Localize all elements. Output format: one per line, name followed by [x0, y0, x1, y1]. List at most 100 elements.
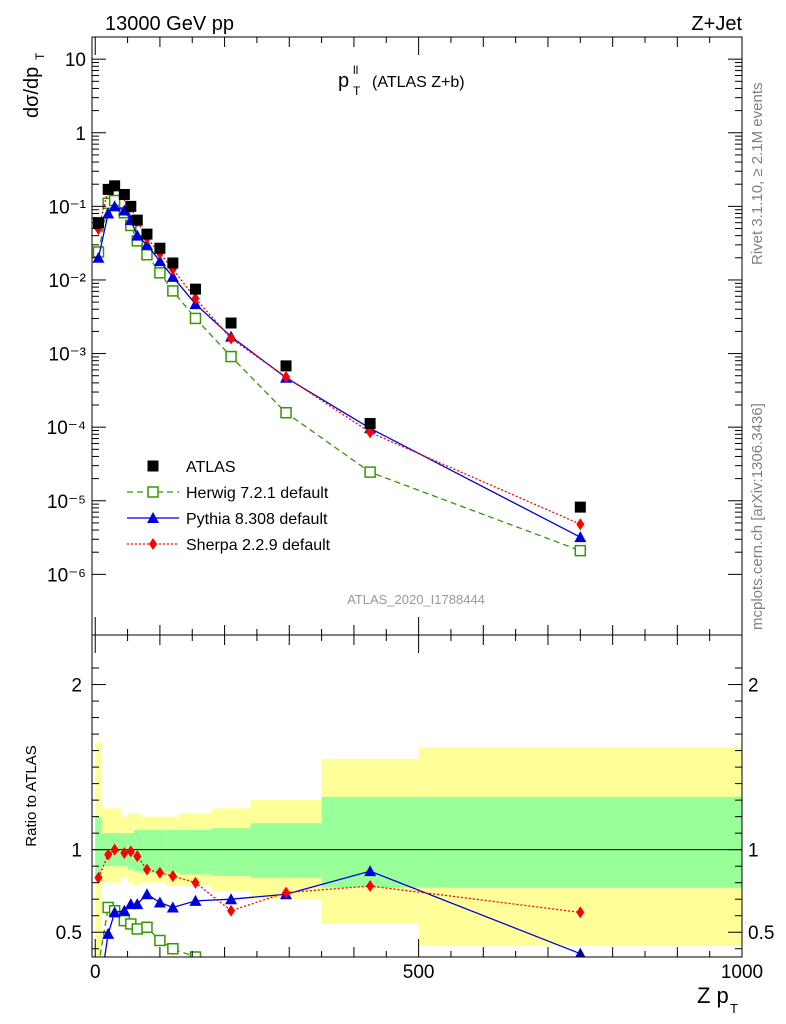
main-point-atlas-11 — [280, 360, 292, 372]
ratio-point-pythia-8 — [166, 901, 179, 913]
ratio-point-sherpa-8 — [168, 870, 177, 883]
ratio-point-herwig-6 — [141, 921, 153, 934]
main-point-atlas-10 — [225, 317, 237, 329]
main-point-atlas-2 — [109, 180, 121, 192]
ratio-point-pythia-9 — [189, 894, 202, 906]
ratio-point-sherpa-6 — [142, 863, 151, 876]
main-point-atlas-13 — [574, 501, 586, 513]
header-left: 13000 GeV pp — [105, 13, 234, 35]
legend-label-sherpa: Sherpa 2.2.9 default — [186, 537, 331, 554]
main-ytick-label-0: 10 — [65, 50, 86, 71]
legend-marker-herwig — [147, 486, 159, 498]
frame-ratio — [91, 634, 743, 958]
main-line-sherpa — [97, 185, 581, 525]
main-point-herwig-10 — [225, 350, 237, 363]
ratio-point-sherpa-0 — [94, 871, 103, 884]
main-point-atlas-6 — [141, 228, 153, 240]
plot-title-sub: T — [353, 84, 361, 98]
main-point-sherpa-9 — [191, 292, 200, 305]
band-inner-11 — [250, 823, 322, 878]
ratio-point-herwig-5 — [131, 923, 144, 935]
main-point-atlas-12 — [364, 418, 376, 430]
main-point-atlas-9 — [189, 283, 201, 295]
main-line-herwig — [97, 199, 581, 552]
main-point-atlas-8 — [167, 257, 179, 269]
xlabel: Z p T — [697, 983, 738, 1016]
main-ytick-label-3: 10⁻² — [49, 271, 87, 292]
ratio-point-pythia-1 — [102, 927, 115, 939]
main-point-sherpa-10 — [227, 332, 236, 345]
band-inner-6 — [140, 829, 154, 873]
ratio-point-herwig-7 — [154, 934, 166, 947]
ylabel-top-text: dσ/dp — [21, 67, 43, 118]
ratio-point-sherpa-10 — [227, 904, 236, 917]
ratio-point-pythia-5 — [131, 898, 144, 910]
ratio-point-sherpa-4 — [126, 845, 135, 858]
ratio-point-sherpa-9 — [191, 876, 200, 889]
axes: 10 1 10⁻¹ 10⁻² 10⁻³ 10⁻⁴ 10⁻⁵ 10⁻⁶ 2 2 1 1 0.5 0.5 0 50… — [47, 36, 774, 983]
legend-marker-sherpa — [149, 538, 157, 550]
legend-marker-pythia — [147, 512, 159, 523]
legend: ATLAS Herwig 7.2.1 default Pythia 8.308 de… — [127, 459, 331, 554]
plot-title-sup: ll — [353, 63, 358, 77]
xtick-label-0: 0 — [90, 962, 101, 983]
ratio-ytick-label-right-0: 2 — [748, 676, 759, 697]
plot-title-main: p — [338, 70, 349, 92]
main-ytick-label-4: 10⁻³ — [49, 345, 87, 366]
main-point-sherpa-12 — [366, 426, 375, 439]
main-point-pythia-13 — [574, 531, 587, 543]
band-inner-10 — [211, 828, 251, 877]
main-point-herwig-8 — [167, 285, 179, 297]
main-point-herwig-7 — [154, 267, 166, 279]
ratio-ytick-label-0: 2 — [71, 676, 82, 697]
ratio-point-sherpa-13 — [576, 906, 585, 919]
main-point-pythia-1 — [102, 207, 115, 219]
main-point-herwig-13 — [574, 544, 587, 557]
header-right: Z+Jet — [691, 13, 742, 35]
watermark: ATLAS_2020_I1788444 — [347, 592, 485, 607]
ratio-point-pythia-2 — [108, 906, 121, 918]
uncertainty-bands — [92, 742, 742, 957]
ratio-point-sherpa-3 — [120, 846, 129, 859]
ratio-point-sherpa-11 — [282, 886, 291, 899]
ratio-point-sherpa-12 — [366, 879, 375, 892]
ratio-line-sherpa — [97, 848, 581, 914]
main-point-herwig-12 — [364, 466, 376, 478]
plot-title-rest: (ATLAS Z+b) — [372, 74, 465, 91]
main-ytick-label-6: 10⁻⁵ — [47, 492, 86, 513]
xlabel-sub: T — [730, 1001, 738, 1016]
main-point-pythia-5 — [131, 229, 144, 241]
main-point-atlas-1 — [102, 183, 114, 195]
main-ytick-label-5: 10⁻⁴ — [47, 418, 86, 439]
xlabel-text: Z p — [697, 983, 729, 1008]
main-point-pythia-3 — [118, 204, 131, 216]
main-point-sherpa-11 — [282, 371, 291, 384]
xtick-label-2: 1000 — [721, 962, 763, 983]
ratio-point-pythia-12 — [364, 865, 377, 877]
main-point-herwig-9 — [189, 312, 202, 325]
main-point-atlas-7 — [154, 242, 166, 254]
ylabel-bottom: Ratio to ATLAS — [23, 745, 40, 846]
main-point-atlas-3 — [118, 188, 130, 200]
ratio-point-pythia-3 — [118, 904, 131, 916]
ratio-point-pythia-6 — [140, 888, 153, 900]
band-inner-13 — [418, 796, 742, 888]
band-inner-7 — [153, 829, 167, 873]
ratio-point-pythia-7 — [153, 896, 166, 908]
main-series — [92, 179, 587, 557]
rivet-label: Rivet 3.1.10, ≥ 2.1M events — [749, 83, 766, 266]
main-point-pythia-6 — [140, 238, 153, 250]
band-inner-9 — [179, 829, 212, 875]
main-point-pythia-7 — [153, 255, 166, 267]
main-ytick-label-2: 10⁻¹ — [49, 197, 87, 218]
plot-title: p ll T (ATLAS Z+b) — [338, 63, 465, 98]
legend-label-atlas: ATLAS — [186, 459, 236, 476]
main-point-pythia-8 — [166, 270, 179, 282]
ratio-point-herwig-8 — [167, 942, 179, 955]
ylabel-top-sub: T — [33, 52, 47, 60]
main-point-sherpa-13 — [576, 518, 585, 531]
ratio-ytick-label-2: 0.5 — [56, 923, 82, 944]
legend-marker-atlas — [147, 460, 159, 472]
main-plot-area — [92, 179, 587, 557]
